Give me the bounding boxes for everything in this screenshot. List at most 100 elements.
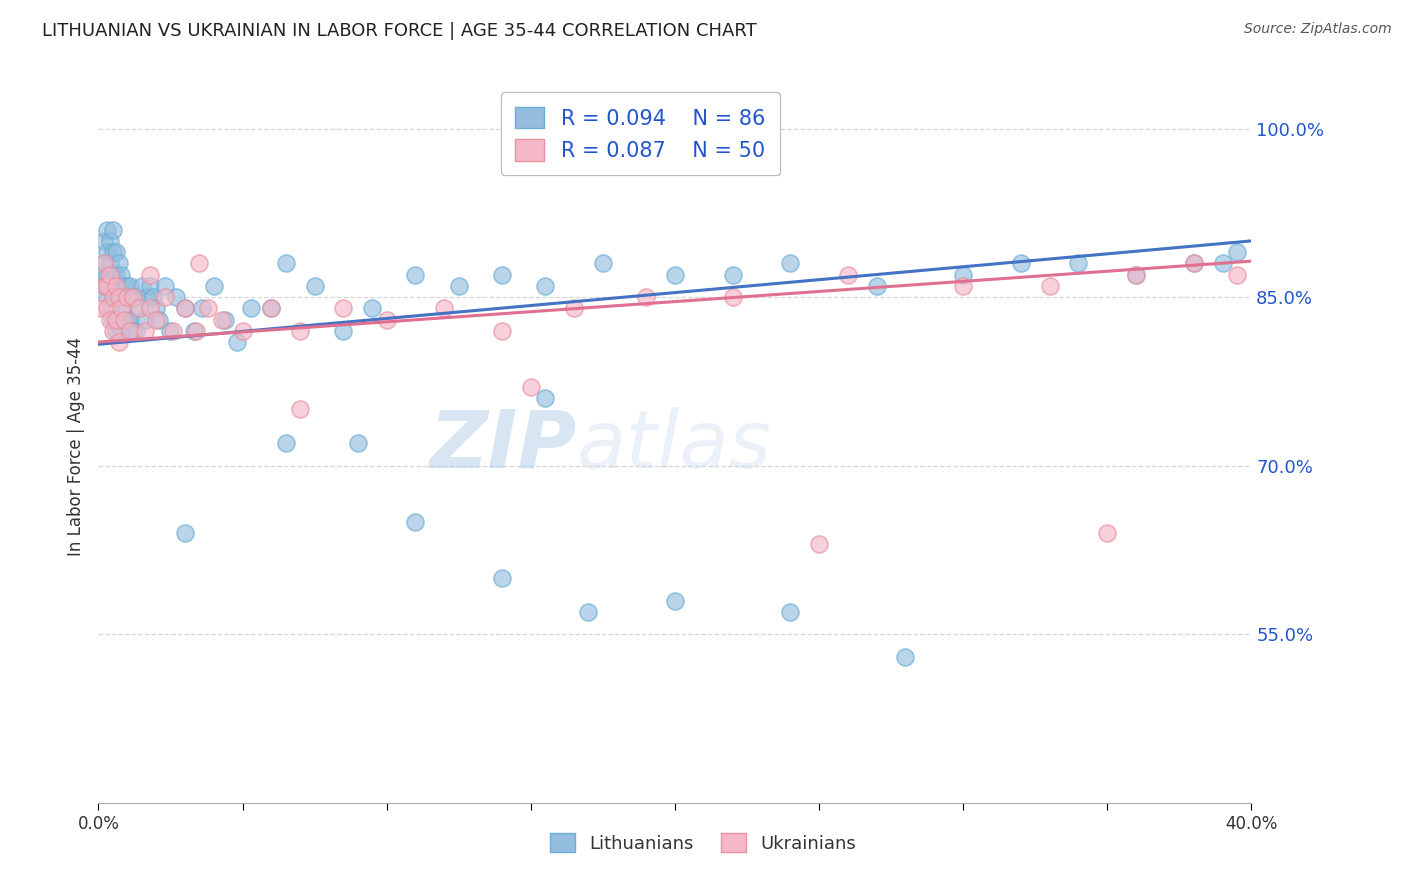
Point (101, 312, 124, 326)
Point (96, 268, 118, 282)
Point (104, 278, 127, 293)
Point (128, 301, 150, 316)
Point (93, 234, 115, 248)
Point (578, 605, 600, 619)
Point (112, 278, 135, 293)
Point (491, 268, 513, 282)
Y-axis label: In Labor Force | Age 35-44: In Labor Force | Age 35-44 (66, 336, 84, 556)
Point (104, 312, 127, 326)
Point (101, 324, 124, 338)
Point (165, 290, 187, 304)
Point (159, 324, 181, 338)
Point (104, 290, 127, 304)
Point (174, 301, 197, 316)
Point (120, 324, 142, 338)
Point (104, 324, 127, 338)
Point (894, 649, 917, 664)
Point (191, 301, 214, 316)
Point (274, 256, 297, 270)
Point (107, 312, 129, 326)
Point (90, 301, 112, 316)
Point (131, 278, 153, 293)
Point (1226, 268, 1249, 282)
Point (837, 268, 859, 282)
Point (93, 278, 115, 293)
Point (112, 301, 135, 316)
Point (139, 301, 162, 316)
Legend: R = 0.094    N = 86, R = 0.087    N = 50: R = 0.094 N = 86, R = 0.087 N = 50 (501, 93, 780, 176)
Point (721, 268, 744, 282)
Point (96, 278, 118, 293)
Point (122, 324, 145, 338)
Point (98, 234, 121, 248)
Point (162, 324, 184, 338)
Point (174, 526, 197, 541)
Point (110, 290, 132, 304)
Point (304, 278, 326, 293)
Text: Source: ZipAtlas.com: Source: ZipAtlas.com (1244, 22, 1392, 37)
Point (98, 268, 121, 282)
Point (1125, 268, 1147, 282)
Point (952, 268, 974, 282)
Point (562, 301, 585, 316)
Point (520, 380, 543, 394)
Point (290, 324, 312, 338)
Point (112, 312, 135, 326)
Point (93, 256, 115, 270)
Point (1097, 526, 1119, 541)
Point (433, 301, 456, 316)
Point (405, 515, 427, 529)
Point (117, 312, 138, 326)
Point (96, 290, 118, 304)
Point (98, 256, 121, 270)
Point (117, 290, 138, 304)
Point (101, 290, 124, 304)
Point (332, 324, 354, 338)
Point (664, 268, 686, 282)
Point (148, 312, 170, 326)
Point (807, 537, 830, 551)
Point (104, 268, 127, 282)
Point (136, 290, 159, 304)
Point (96, 245, 118, 260)
Point (1212, 256, 1234, 270)
Point (98, 301, 121, 316)
Point (225, 334, 247, 349)
Point (240, 301, 263, 316)
Point (260, 301, 283, 316)
Point (346, 436, 368, 450)
Point (197, 301, 219, 316)
Point (120, 278, 142, 293)
Point (1182, 256, 1205, 270)
Point (866, 278, 889, 293)
Point (361, 301, 384, 316)
Point (290, 402, 312, 417)
Point (274, 436, 297, 450)
Point (211, 312, 233, 326)
Point (120, 312, 142, 326)
Point (375, 312, 398, 326)
Point (93, 256, 115, 270)
Point (107, 334, 129, 349)
Text: LITHUANIAN VS UKRAINIAN IN LABOR FORCE | AGE 35-44 CORRELATION CHART: LITHUANIAN VS UKRAINIAN IN LABOR FORCE |… (42, 22, 756, 40)
Point (142, 290, 165, 304)
Point (231, 324, 254, 338)
Point (952, 278, 974, 293)
Point (101, 245, 124, 260)
Text: atlas: atlas (576, 407, 772, 485)
Point (110, 268, 132, 282)
Point (145, 312, 167, 326)
Point (98, 312, 121, 326)
Point (1067, 256, 1090, 270)
Point (188, 256, 211, 270)
Point (93, 278, 115, 293)
Point (491, 571, 513, 585)
Point (153, 290, 176, 304)
Point (125, 290, 148, 304)
Point (122, 290, 145, 304)
Point (134, 324, 156, 338)
Point (98, 278, 121, 293)
Text: ZIP: ZIP (429, 407, 576, 485)
Point (447, 278, 470, 293)
Point (1182, 256, 1205, 270)
